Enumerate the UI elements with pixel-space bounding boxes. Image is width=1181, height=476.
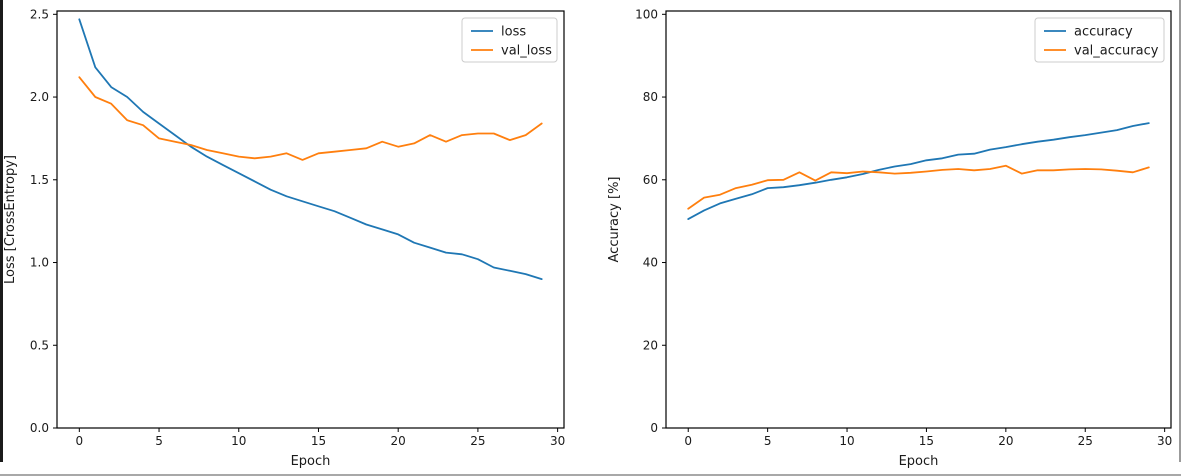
series-line-accuracy [687, 122, 1150, 221]
legend: accuracy val_accuracy [1034, 17, 1165, 63]
legend-label-val_accuracy: val_accuracy [1074, 44, 1159, 59]
x-tick-label: 30 [550, 434, 565, 448]
x-tick-label: 10 [231, 434, 246, 448]
x-tick-label: 20 [391, 434, 406, 448]
y-tick-label: 60 [643, 173, 658, 187]
y-tick-label: 1.0 [30, 256, 49, 270]
y-tick-label: 1.5 [30, 173, 49, 187]
x-tick-label: 25 [470, 434, 485, 448]
loss-chart: 0 5 10 15 20 25 30 0.0 0.5 1.0 1.5 2.0 2.5 Epoch Loss … [3, 7, 565, 469]
window-edge-right-bar [1179, 0, 1181, 462]
y-tick-label: 0.5 [30, 338, 49, 352]
series-line-val_accuracy [687, 164, 1150, 210]
y-tick-label: 2.0 [30, 90, 49, 104]
legend-label-loss: loss [501, 25, 526, 40]
window-edge-bottom-bar [0, 474, 1181, 476]
accuracy-chart: 0 5 10 15 20 25 30 0 20 40 60 80 100 Epoch Accuracy [%… [607, 7, 1172, 469]
y-tick-label: 0.0 [30, 421, 49, 435]
x-axis-label: Epoch [899, 454, 939, 469]
x-tick-label: 30 [1157, 434, 1172, 448]
series-line-val_loss [78, 76, 543, 161]
plot-border [665, 10, 1172, 429]
x-tick-label: 5 [764, 434, 772, 448]
x-tick-label: 15 [311, 434, 326, 448]
legend: loss val_loss [461, 17, 558, 63]
legend-box [1034, 17, 1165, 63]
x-axis-label: Epoch [291, 454, 331, 469]
loss-chart-figure: 0 5 10 15 20 25 30 0.0 0.5 1.0 1.5 2.0 2.5 Epoch Loss … [0, 0, 590, 476]
legend-box [461, 17, 558, 63]
y-tick-label: 2.5 [30, 7, 49, 21]
legend-label-val_loss: val_loss [501, 44, 552, 59]
x-tick-label: 20 [998, 434, 1013, 448]
y-tick-label: 80 [643, 90, 658, 104]
accuracy-chart-figure: 0 5 10 15 20 25 30 0 20 40 60 80 100 Epoch Accuracy [%… [590, 0, 1181, 476]
window-edge-left-bar [0, 0, 3, 462]
x-tick-label: 5 [155, 434, 163, 448]
y-axis-label: Loss [CrossEntropy] [3, 155, 18, 284]
y-tick-label: 40 [643, 256, 658, 270]
x-tick-label: 10 [839, 434, 854, 448]
x-tick-label: 0 [76, 434, 84, 448]
series-line-loss [78, 18, 543, 281]
plot-border [56, 10, 565, 429]
x-tick-label: 0 [684, 434, 692, 448]
y-axis-label: Accuracy [%] [607, 177, 622, 263]
y-tick-label: 20 [643, 338, 658, 352]
legend-label-accuracy: accuracy [1074, 25, 1133, 40]
x-tick-label: 25 [1078, 434, 1093, 448]
x-tick-label: 15 [919, 434, 934, 448]
y-tick-label: 0 [650, 421, 658, 435]
y-tick-label: 100 [635, 7, 658, 21]
